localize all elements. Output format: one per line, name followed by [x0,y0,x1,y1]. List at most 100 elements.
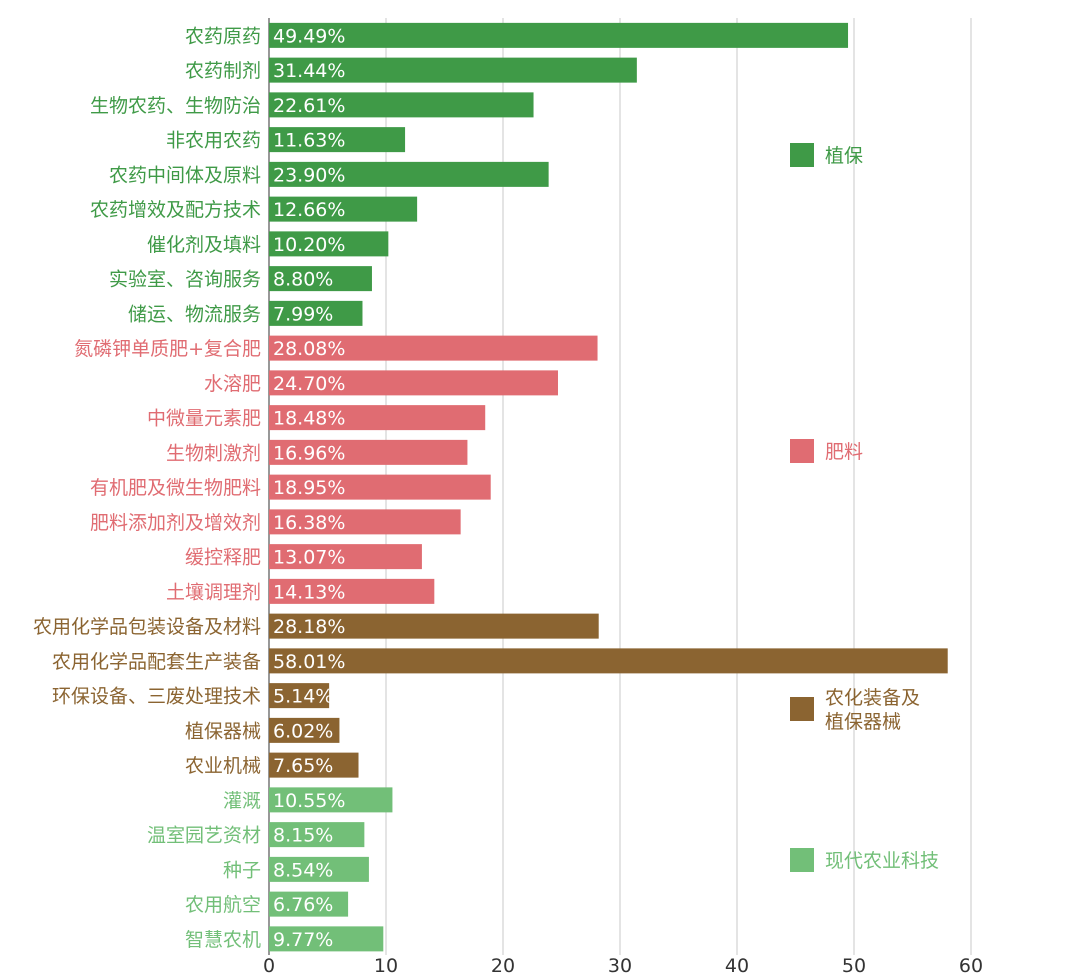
bar [269,683,330,709]
bar-value-label: 18.95% [273,477,345,499]
bar [269,335,598,361]
bar-value-label: 28.18% [273,616,345,638]
legend-label: 肥料 [825,441,863,463]
category-label: 植保器械 [185,720,261,742]
bar-value-label: 22.61% [273,95,345,117]
bar [269,822,365,848]
bar-value-label: 14.13% [273,581,345,603]
bar-value-label: 6.76% [273,894,333,916]
bar [269,161,549,187]
bar [269,474,491,500]
legend-swatch [790,697,814,721]
bar [269,231,389,257]
x-tick-label: 10 [374,955,398,977]
bar [269,578,435,604]
x-axis-ticks: 0 10 20 30 40 50 60 [263,955,983,977]
category-label: 温室园艺资材 [147,825,261,847]
bar-value-label: 8.54% [273,859,333,881]
category-label: 土壤调理剂 [166,581,261,603]
bar [269,405,486,431]
x-tick-label: 20 [491,955,515,977]
category-label: 储运、物流服务 [128,303,261,325]
bar-value-label: 8.15% [273,825,333,847]
bar-value-label: 24.70% [273,373,345,395]
bar-value-label: 16.38% [273,512,345,534]
category-label: 农业机械 [185,755,261,777]
bar [269,92,534,118]
bar-value-label: 18.48% [273,408,345,430]
category-label: 肥料添加剂及增效剂 [90,512,261,534]
bar-value-label: 23.90% [273,164,345,186]
legend-swatch [790,143,814,167]
category-label: 非农用农药 [166,130,261,152]
category-label: 环保设备、三废处理技术 [52,686,261,708]
bar [269,613,599,639]
bar [269,648,948,674]
bar-value-label: 7.99% [273,303,333,325]
x-tick-label: 60 [959,955,983,977]
chart-bars: 49.49% 31.44% 22.61% 11.63% 23.90% 12.66% 10.2… [269,22,948,952]
category-label: 催化剂及填料 [147,234,261,256]
bar-value-label: 49.49% [273,25,345,47]
category-label: 实验室、咨询服务 [109,269,261,291]
category-label: 农药增效及配方技术 [90,199,261,221]
bar [269,891,349,917]
bar [269,266,372,292]
bar [269,127,406,153]
category-label: 生物刺激剂 [166,442,261,464]
x-tick-label: 30 [608,955,632,977]
bar-value-label: 31.44% [273,60,345,82]
x-tick-label: 40 [725,955,749,977]
bar-value-label: 58.01% [273,651,345,673]
legend-swatch [790,848,814,872]
category-label: 农药中间体及原料 [109,164,261,186]
category-label: 农药原药 [185,25,261,47]
category-label: 种子 [223,859,261,881]
bar [269,370,558,396]
bar-value-label: 10.20% [273,234,345,256]
bar [269,787,393,813]
bar-value-label: 10.55% [273,790,345,812]
category-label: 农用化学品包装设备及材料 [33,616,261,638]
x-tick-label: 0 [263,955,275,977]
bar-value-label: 12.66% [273,199,345,221]
legend-label: 植保 [825,145,863,167]
category-label: 有机肥及微生物肥料 [90,477,261,499]
bar [269,196,418,222]
category-labels: 农药原药农药制剂生物农药、生物防治非农用农药农药中间体及原料农药增效及配方技术催… [33,25,261,951]
bar [269,22,849,48]
bar-value-label: 16.96% [273,442,345,464]
legend-label: 农化装备及植保器械 [825,687,920,733]
bar-value-label: 8.80% [273,269,333,291]
bar [269,926,384,952]
category-label: 农用航空 [185,894,261,916]
category-label: 智慧农机 [185,929,261,951]
legend-label: 现代农业科技 [825,850,939,872]
x-tick-label: 50 [842,955,866,977]
bar [269,300,363,326]
bar [269,544,422,570]
bar [269,57,637,83]
bar [269,717,340,743]
category-label: 氮磷钾单质肥+复合肥 [74,338,261,360]
bar [269,856,369,882]
bar-value-label: 11.63% [273,130,345,152]
category-label: 水溶肥 [204,373,261,395]
bar [269,439,468,465]
legend-swatch [790,439,814,463]
category-label: 中微量元素肥 [147,408,261,430]
bar-value-label: 13.07% [273,547,345,569]
bar-value-label: 7.65% [273,755,333,777]
bar-value-label: 28.08% [273,338,345,360]
bar-value-label: 5.14% [273,686,333,708]
category-label: 农用化学品配套生产装备 [52,651,261,673]
category-label: 缓控释肥 [185,547,261,569]
bar [269,509,461,535]
bar-value-label: 6.02% [273,720,333,742]
category-label: 生物农药、生物防治 [90,95,261,117]
category-label: 灌溉 [223,790,261,812]
bar-value-label: 9.77% [273,929,333,951]
bar [269,752,359,778]
